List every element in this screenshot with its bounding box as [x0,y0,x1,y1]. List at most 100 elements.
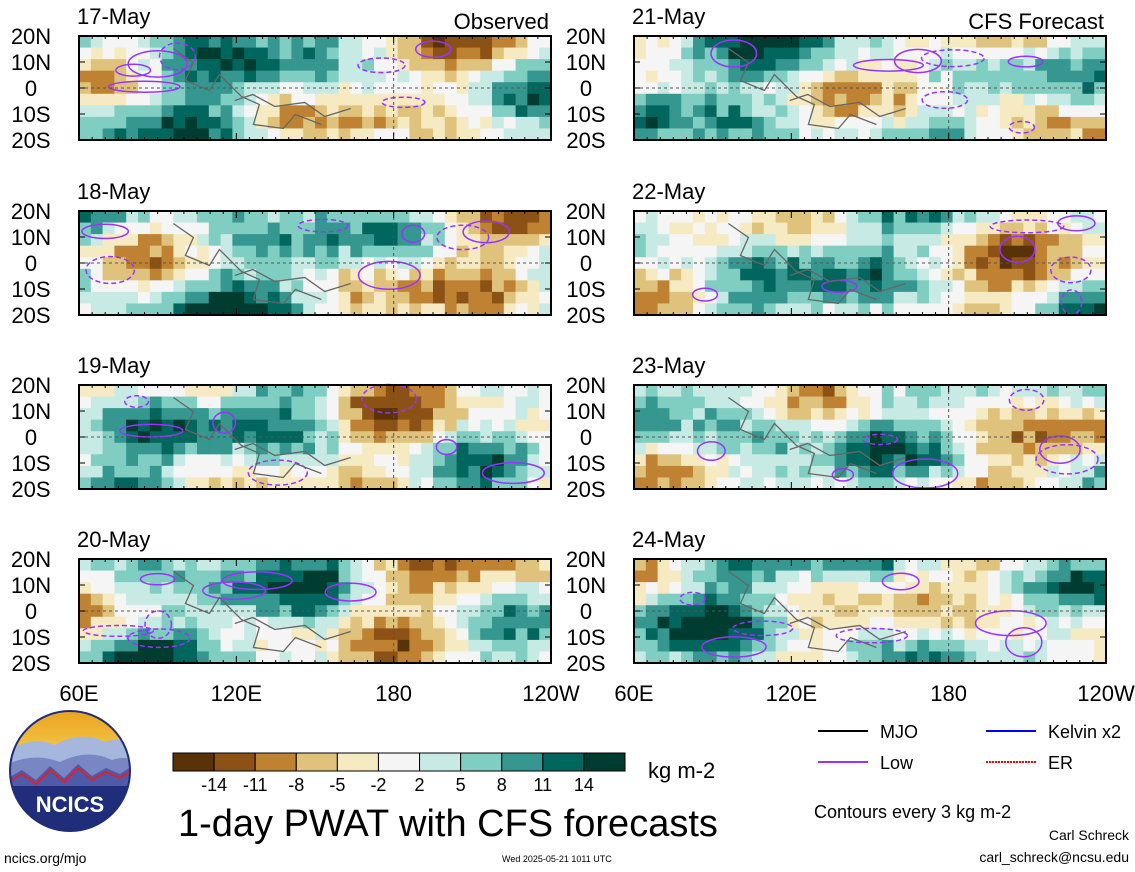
field-cell [138,280,151,293]
field-cell [291,116,304,130]
field-cell [468,245,481,258]
field-cell [303,303,316,316]
field-cell [858,628,871,641]
field-cell [492,651,505,664]
field-cell [976,385,989,398]
field-cell [716,431,729,444]
field-cell [539,291,552,305]
field-cell [905,36,918,49]
field-cell [917,559,930,572]
low-contour [139,572,176,586]
field-cell [728,385,741,398]
field-cell [433,616,446,629]
field-cell [244,605,257,618]
field-cell [1094,419,1107,432]
field-cell [197,639,210,653]
field-cell [433,280,446,293]
field-cell [799,408,812,421]
field-cell [350,477,363,490]
field-cell [1070,396,1083,409]
field-cell [881,70,895,83]
field-cell [515,222,528,235]
field-cell [197,245,210,258]
field-cell [515,408,528,421]
field-cell [1082,82,1095,95]
colorbar-label: 5 [456,775,466,795]
field-cell [976,211,989,224]
field-cell [267,116,281,130]
field-cell [303,396,316,409]
field-cell [539,280,552,293]
field-cell [1035,605,1048,618]
field-cell [1082,616,1095,629]
field-cell [1023,303,1036,316]
field-cell [350,93,363,106]
field-cell [220,442,233,455]
field-cell [338,280,351,293]
field-cell [456,268,469,281]
field-cell [456,303,469,316]
field-cell [492,628,505,641]
field-cell [999,442,1013,455]
field-cell [1023,291,1036,305]
field-cell [846,291,859,305]
field-cell [456,82,469,95]
field-cell [716,454,729,467]
field-cell [657,93,670,106]
low-contour [881,572,920,591]
field-cell [433,419,446,432]
field-cell [752,442,765,455]
field-cell [503,291,517,305]
field-cell [515,616,528,629]
field-cell [102,222,115,235]
field-cell [917,303,930,316]
field-cell [503,128,517,141]
field-cell [303,280,316,293]
field-cell [752,47,765,60]
field-cell [244,419,257,432]
field-cell [704,593,718,606]
field-cell [433,303,446,316]
field-cell [799,419,812,432]
field-cell [917,639,930,653]
field-cell [279,651,292,664]
field-cell [811,628,824,641]
field-cell [397,454,410,467]
field-cell [232,408,245,421]
field-cell [917,70,930,83]
field-cell [433,639,446,653]
field-cell [822,454,836,467]
field-cell [468,82,481,95]
field-cell [846,570,859,583]
field-cell [468,105,481,118]
field-cell [503,234,517,247]
field-cell [126,222,139,235]
field-cell [976,128,989,141]
field-cell [338,385,351,398]
field-cell [208,442,222,455]
field-cell [999,408,1013,421]
field-cell [444,593,458,606]
field-cell [870,419,883,432]
panel-date: 19-May [77,353,150,378]
x-tick-label: 60E [614,681,653,706]
field-cell [1011,559,1024,572]
field-cell [811,211,824,224]
field-cell [1035,477,1048,490]
field-cell [173,268,186,281]
field-cell [126,211,139,224]
field-cell [126,245,139,258]
field-cell [1047,408,1060,421]
field-cell [409,116,422,130]
field-cell [988,385,1001,398]
field-cell [952,222,965,235]
field-cell [1070,59,1083,72]
field-cell [456,70,469,83]
field-cell [870,408,883,421]
contour-note: Contours every 3 kg m-2 [814,802,1011,822]
field-cell [657,616,670,629]
y-tick-label: 0 [25,76,37,101]
field-cell [256,465,269,479]
field-cell [326,639,340,653]
field-cell [681,559,694,572]
